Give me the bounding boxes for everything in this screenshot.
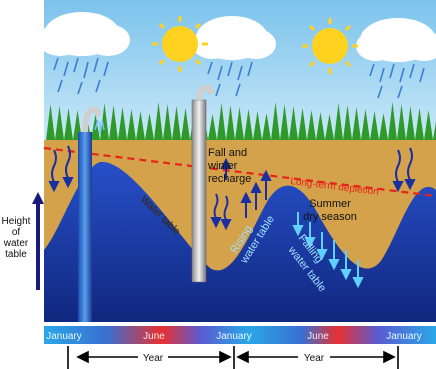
well-icon (78, 106, 105, 322)
tree-icon (217, 103, 226, 140)
month-label: January (386, 331, 422, 342)
tree-icon (262, 113, 271, 140)
tree-icon (424, 110, 433, 140)
height-axis-label-line: of (12, 227, 21, 238)
height-axis-label-line: water (3, 238, 29, 249)
groundwater-zone (44, 161, 436, 322)
tree-icon (46, 104, 55, 140)
tree-icon (64, 108, 73, 140)
summer-dry-season-label: Summer (309, 198, 351, 210)
tree-icon (361, 109, 370, 140)
tree-icon (316, 112, 325, 140)
month-label: June (307, 331, 329, 342)
month-label: January (216, 331, 252, 342)
height-axis-arrow (32, 192, 44, 290)
tree-icon (127, 109, 136, 140)
sun-icon (302, 18, 358, 74)
tree-icon (433, 121, 436, 140)
rain-cloud-icon (192, 16, 276, 97)
tree-icon (271, 102, 280, 140)
tree-icon (370, 111, 379, 140)
rain-cloud-icon (38, 12, 130, 95)
tree-icon (226, 105, 235, 140)
tree-icon (172, 106, 181, 140)
tree-icon (235, 107, 244, 140)
tree-icon (253, 111, 262, 140)
tree-line (46, 102, 436, 140)
tree-icon (55, 106, 64, 140)
sun-icon (152, 16, 208, 72)
tree-icon (388, 102, 397, 140)
tree-icon (118, 107, 127, 140)
month-label: June (143, 331, 165, 342)
tree-icon (379, 113, 388, 140)
tree-icon (352, 107, 361, 140)
tree-icon (298, 108, 307, 140)
month-label: January (46, 331, 82, 342)
tree-icon (415, 108, 424, 140)
tree-icon (289, 106, 298, 140)
summer-dry-season-label: dry season (303, 211, 357, 223)
tree-icon (406, 106, 415, 140)
tree-icon (154, 102, 163, 140)
long-term-depletion-line (43, 146, 436, 198)
tree-icon (325, 114, 334, 140)
well-icon (191, 84, 215, 283)
tree-icon (136, 111, 145, 140)
falling-arrows (292, 212, 364, 289)
fall-winter-recharge-label: Fall and (208, 147, 247, 159)
season-timeline-bar (44, 326, 436, 344)
recharge-arrows (48, 145, 416, 231)
rising-arrows (220, 157, 272, 218)
fall-winter-recharge-label: recharge (208, 173, 251, 185)
tree-icon (208, 114, 217, 140)
fall-winter-recharge-label: winter (207, 160, 238, 172)
year-label: Year (143, 353, 164, 364)
tree-icon (145, 113, 154, 140)
year-label: Year (304, 353, 325, 364)
height-axis-label-line: table (5, 249, 27, 260)
tree-icon (397, 104, 406, 140)
tree-icon (109, 105, 118, 140)
tree-icon (163, 104, 172, 140)
tree-icon (307, 110, 316, 140)
tree-icon (334, 103, 343, 140)
year-brackets (67, 346, 399, 369)
tree-icon (181, 108, 190, 140)
tree-icon (100, 103, 109, 140)
rain-cloud-icon (356, 18, 436, 99)
tree-icon (244, 109, 253, 140)
height-axis-label-line: Height (2, 216, 31, 227)
tree-icon (343, 105, 352, 140)
tree-icon (280, 104, 289, 140)
